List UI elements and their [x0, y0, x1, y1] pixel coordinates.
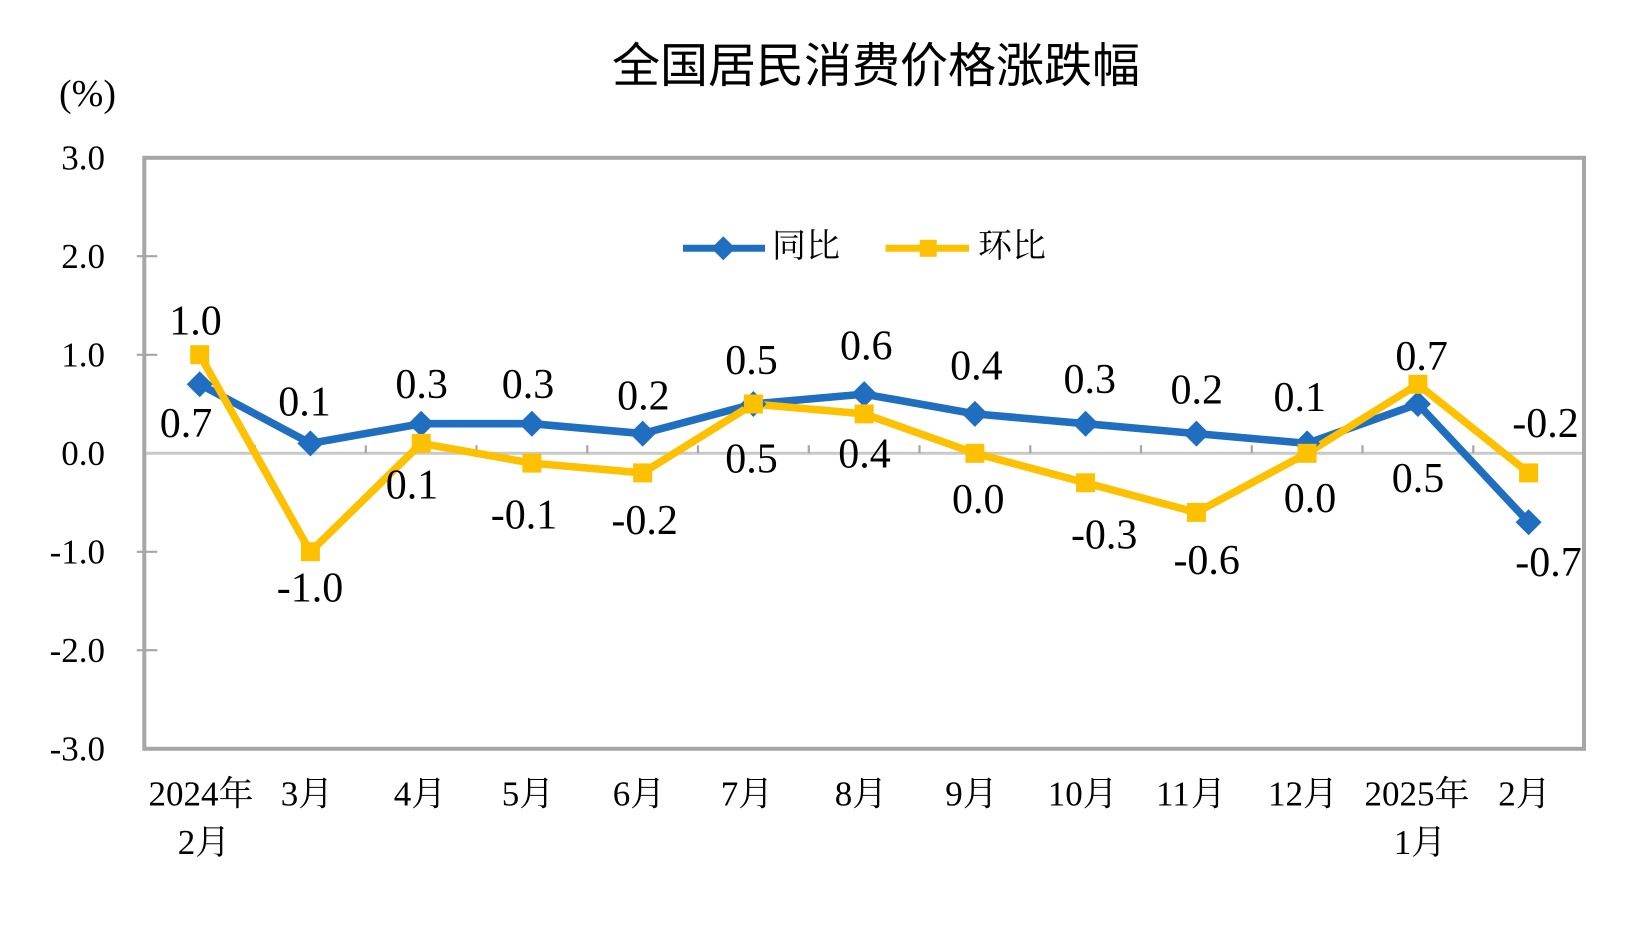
- svg-text:1.0: 1.0: [61, 336, 105, 375]
- svg-text:1.0: 1.0: [169, 298, 222, 344]
- svg-text:-0.1: -0.1: [491, 492, 558, 538]
- svg-text:0.4: 0.4: [838, 431, 891, 477]
- svg-text:0.5: 0.5: [725, 338, 778, 384]
- svg-text:0.1: 0.1: [1273, 375, 1326, 421]
- svg-text:0.2: 0.2: [617, 374, 670, 420]
- svg-text:0.1: 0.1: [386, 462, 439, 508]
- svg-text:0.2: 0.2: [1170, 367, 1223, 413]
- svg-text:0.5: 0.5: [725, 436, 778, 482]
- svg-text:10: 10: [1048, 775, 1083, 814]
- svg-text:0.0: 0.0: [952, 477, 1005, 523]
- svg-text:-0.2: -0.2: [1512, 401, 1579, 447]
- svg-text:8: 8: [835, 775, 853, 814]
- svg-text:5: 5: [502, 775, 520, 814]
- svg-text:2.0: 2.0: [61, 237, 105, 276]
- svg-text:-0.7: -0.7: [1515, 540, 1582, 586]
- svg-text:6: 6: [613, 775, 631, 814]
- svg-text:2024: 2024: [149, 775, 219, 814]
- svg-text:3.0: 3.0: [61, 139, 105, 178]
- svg-text:0.7: 0.7: [160, 401, 213, 447]
- svg-text:12: 12: [1268, 775, 1303, 814]
- svg-text:4: 4: [394, 775, 412, 814]
- svg-text:(%): (%): [59, 73, 116, 115]
- svg-text:0.0: 0.0: [61, 434, 105, 473]
- svg-text:0.3: 0.3: [1063, 357, 1116, 403]
- svg-text:2: 2: [178, 823, 196, 862]
- svg-text:9: 9: [945, 775, 963, 814]
- svg-text:0.6: 0.6: [840, 323, 893, 369]
- svg-text:0.3: 0.3: [502, 362, 555, 408]
- svg-text:-2.0: -2.0: [50, 631, 105, 670]
- svg-text:-0.2: -0.2: [611, 498, 678, 544]
- svg-text:2: 2: [1498, 775, 1516, 814]
- svg-text:0.3: 0.3: [395, 362, 448, 408]
- svg-text:-1.0: -1.0: [277, 565, 344, 611]
- svg-text:3: 3: [281, 775, 299, 814]
- svg-text:0.0: 0.0: [1284, 476, 1337, 522]
- svg-text:0.7: 0.7: [1395, 334, 1448, 380]
- svg-text:11: 11: [1156, 775, 1190, 814]
- svg-text:-0.6: -0.6: [1173, 538, 1240, 584]
- svg-text:-0.3: -0.3: [1071, 512, 1138, 558]
- svg-text:7: 7: [721, 775, 739, 814]
- svg-text:2025: 2025: [1365, 775, 1435, 814]
- svg-text:0.5: 0.5: [1392, 456, 1445, 502]
- svg-text:-1.0: -1.0: [50, 533, 105, 572]
- svg-text:0.1: 0.1: [278, 379, 331, 425]
- svg-text:1: 1: [1394, 823, 1412, 862]
- svg-text:0.4: 0.4: [950, 343, 1003, 389]
- svg-text:-3.0: -3.0: [50, 730, 105, 769]
